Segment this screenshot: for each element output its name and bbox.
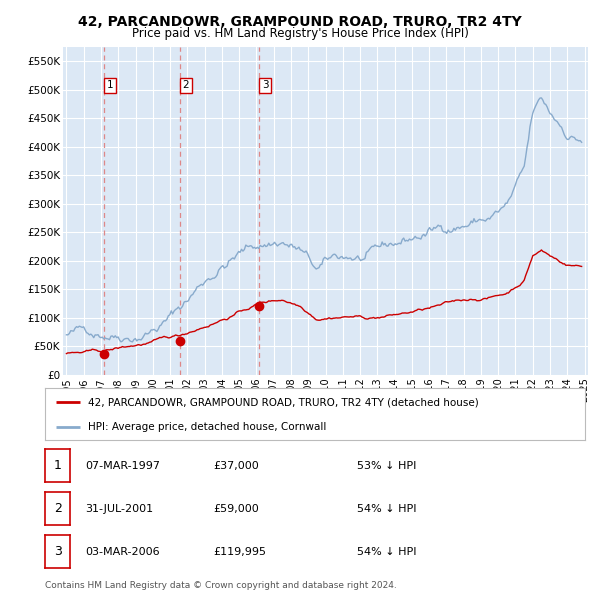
Text: 31-JUL-2001: 31-JUL-2001	[85, 504, 154, 513]
Text: £119,995: £119,995	[213, 547, 266, 556]
Text: Contains HM Land Registry data © Crown copyright and database right 2024.
This d: Contains HM Land Registry data © Crown c…	[45, 581, 397, 590]
Text: Price paid vs. HM Land Registry's House Price Index (HPI): Price paid vs. HM Land Registry's House …	[131, 27, 469, 40]
Text: £59,000: £59,000	[213, 504, 259, 513]
Text: 42, PARCANDOWR, GRAMPOUND ROAD, TRURO, TR2 4TY: 42, PARCANDOWR, GRAMPOUND ROAD, TRURO, T…	[78, 15, 522, 29]
Text: 2: 2	[53, 502, 62, 515]
Text: 1: 1	[107, 80, 113, 90]
Text: 1: 1	[53, 459, 62, 472]
Text: 2: 2	[182, 80, 190, 90]
Text: 54% ↓ HPI: 54% ↓ HPI	[357, 547, 416, 556]
Text: 03-MAR-2006: 03-MAR-2006	[85, 547, 160, 556]
Text: 53% ↓ HPI: 53% ↓ HPI	[357, 461, 416, 470]
Text: 3: 3	[53, 545, 62, 558]
Text: HPI: Average price, detached house, Cornwall: HPI: Average price, detached house, Corn…	[88, 422, 326, 431]
Text: £37,000: £37,000	[213, 461, 259, 470]
Text: 54% ↓ HPI: 54% ↓ HPI	[357, 504, 416, 513]
Text: 07-MAR-1997: 07-MAR-1997	[85, 461, 160, 470]
Text: 3: 3	[262, 80, 269, 90]
Text: 42, PARCANDOWR, GRAMPOUND ROAD, TRURO, TR2 4TY (detached house): 42, PARCANDOWR, GRAMPOUND ROAD, TRURO, T…	[88, 397, 479, 407]
